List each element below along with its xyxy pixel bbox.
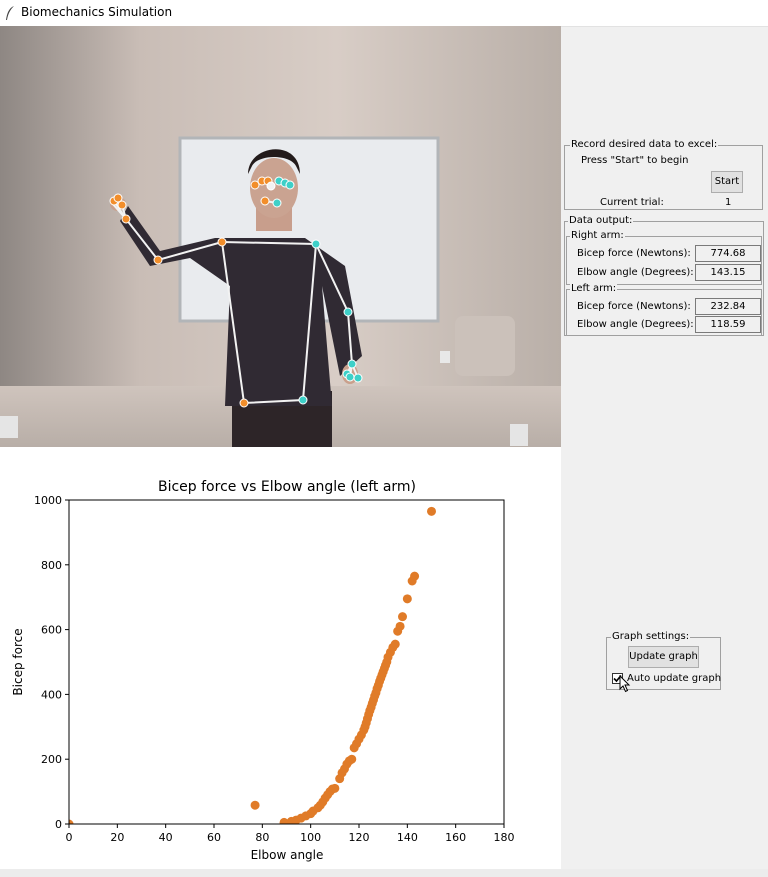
person-hair [248, 149, 300, 174]
right-arm-label: Right arm: [570, 230, 625, 242]
chart-points [69, 506, 436, 824]
scatter-chart: Bicep force vs Elbow angle (left arm) 0 2… [11, 479, 515, 862]
y-axis-label: Bicep force [11, 628, 25, 695]
x-tick-label: 60 [207, 831, 221, 844]
record-frame-label: Record desired data to excel: [570, 139, 719, 151]
trial-value: 1 [725, 197, 732, 208]
data-point [250, 800, 260, 810]
window-title: Biomechanics Simulation [21, 5, 173, 19]
y-tick-label: 200 [41, 753, 62, 766]
data-point [402, 594, 412, 604]
y-tick-label: 1000 [34, 494, 62, 507]
data-point [398, 612, 407, 622]
y-tick-label: 0 [55, 818, 62, 831]
auto-update-label[interactable]: Auto update graph [627, 673, 722, 684]
feather-icon [6, 6, 14, 20]
chart-title: Bicep force vs Elbow angle (left arm) [158, 479, 416, 495]
outlet-left [0, 416, 18, 438]
x-tick-label: 100 [300, 831, 321, 844]
data-point [410, 571, 420, 581]
mouse-cursor-icon [619, 675, 631, 693]
person-torso [120, 206, 362, 406]
data-point [395, 621, 405, 631]
trial-label: Current trial: [600, 197, 664, 208]
data-point [330, 783, 340, 793]
update-graph-button[interactable]: Update graph [628, 646, 699, 668]
chart-ticks: 0 20 40 60 80 100 120 140 160 180 0 200 400 600 800 100… [34, 494, 515, 844]
left-elbow-angle-label: Elbow angle (Degrees): [577, 319, 694, 330]
data-point [279, 817, 289, 824]
bottom-strip [0, 869, 768, 877]
chart-axes [68, 499, 505, 825]
y-tick-label: 800 [41, 559, 62, 572]
left-elbow-angle-value[interactable]: 118.59 [695, 316, 761, 333]
graph-settings-label: Graph settings: [611, 631, 691, 643]
data-point [69, 819, 74, 824]
x-tick-label: 20 [110, 831, 124, 844]
right-arm-frame: Right arm: Bicep force (Newtons): 774.68… [566, 230, 762, 285]
wall-socket [440, 351, 450, 363]
start-button[interactable]: Start [711, 171, 743, 193]
pose-joints [109, 176, 363, 408]
right-bicep-force-label: Bicep force (Newtons): [577, 248, 691, 259]
outlet-right [510, 424, 528, 446]
start-instruction: Press "Start" to begin [581, 155, 689, 166]
x-tick-label: 160 [445, 831, 466, 844]
x-tick-label: 80 [255, 831, 269, 844]
right-elbow-angle-label: Elbow angle (Degrees): [577, 267, 694, 278]
camera-feed [0, 26, 561, 447]
data-point [347, 754, 357, 764]
x-axis-label: Elbow angle [251, 848, 324, 862]
data-output-frame: Data output: Right arm: Bicep force (New… [564, 215, 764, 336]
x-tick-label: 180 [494, 831, 515, 844]
left-arm-label: Left arm: [570, 283, 618, 295]
left-bicep-force-value[interactable]: 232.84 [695, 298, 761, 315]
right-elbow-angle-value[interactable]: 143.15 [695, 264, 761, 281]
wall-object [455, 316, 515, 376]
data-output-label: Data output: [568, 215, 634, 227]
x-tick-label: 0 [66, 831, 73, 844]
left-bicep-force-label: Bicep force (Newtons): [577, 301, 691, 312]
record-frame: Record desired data to excel: Press "Sta… [564, 139, 763, 210]
x-tick-label: 140 [397, 831, 418, 844]
left-arm-frame: Left arm: Bicep force (Newtons): 232.84 … [566, 283, 762, 336]
title-bar: Biomechanics Simulation [0, 0, 768, 27]
data-point [390, 639, 400, 649]
y-tick-label: 600 [41, 624, 62, 637]
y-tick-label: 400 [41, 688, 62, 701]
x-tick-label: 40 [159, 831, 173, 844]
data-point [427, 506, 436, 516]
right-bicep-force-value[interactable]: 774.68 [695, 245, 761, 262]
plot-panel: Bicep force vs Elbow angle (left arm) 0 2… [0, 447, 561, 869]
graph-settings-frame: Graph settings: Update graph Auto update… [606, 631, 722, 690]
x-tick-label: 120 [349, 831, 370, 844]
